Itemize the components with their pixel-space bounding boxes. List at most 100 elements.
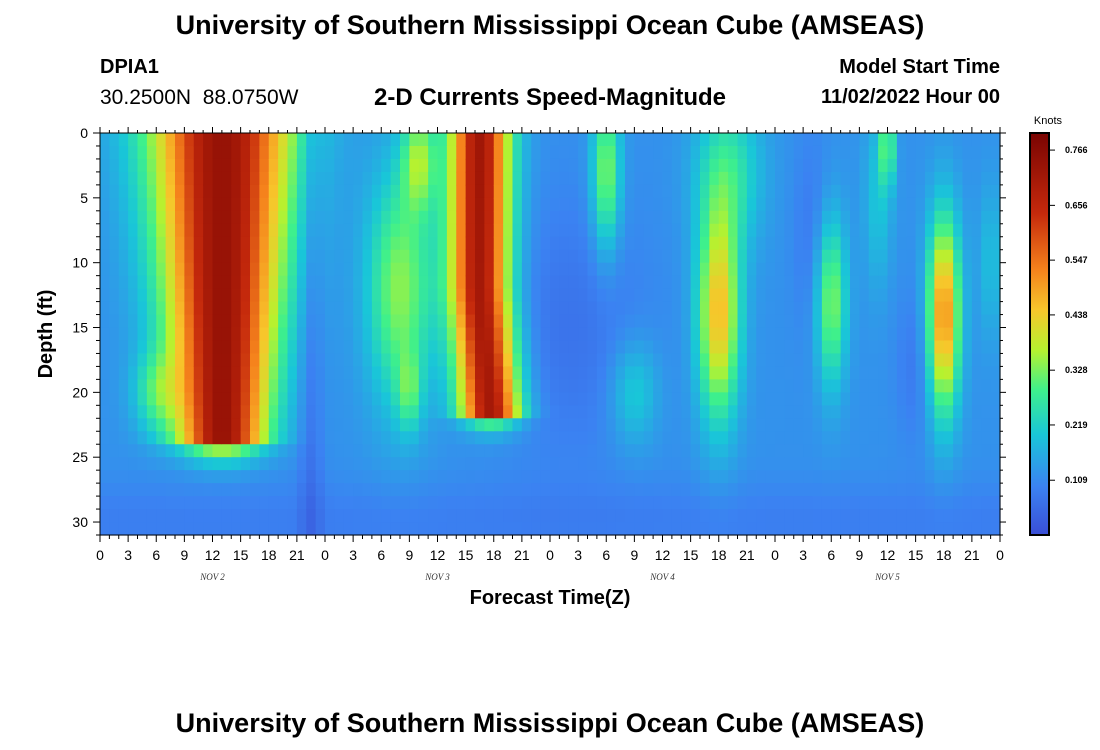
heatmap-cell [765,197,776,212]
heatmap-cell [306,418,317,432]
heatmap-cell [343,262,354,277]
heatmap-cell [409,314,420,329]
heatmap-cell [962,509,973,523]
heatmap-cell [700,327,710,342]
heatmap-cell [746,496,757,510]
heatmap-cell [240,145,251,160]
heatmap-cell [906,171,917,186]
x-tick-label: 3 [349,547,357,563]
heatmap-cell [887,405,898,419]
heatmap-cell [990,327,1001,342]
heatmap-cell [400,470,410,484]
heatmap-cell [259,171,270,186]
heatmap-cell [250,418,260,432]
heatmap-cell [446,249,457,264]
heatmap-cell [484,275,495,290]
heatmap-cell [240,405,251,419]
heatmap-cell [578,275,589,290]
heatmap-cell [493,431,504,445]
heatmap-cell [793,158,804,173]
heatmap-cell [550,496,560,510]
heatmap-cell [390,444,401,458]
heatmap-cell [700,496,710,510]
heatmap-cell [493,392,504,406]
heatmap-cell [671,483,682,497]
heatmap-cell [568,223,579,238]
heatmap-cell [718,275,729,290]
heatmap-cell [981,171,992,186]
heatmap-cell [831,366,842,380]
heatmap-cell [503,522,514,536]
heatmap-cell [850,366,860,380]
day-label: NOV 2 [199,572,225,582]
heatmap-cell [409,133,420,147]
heatmap-cell [193,353,204,368]
heatmap-cell [381,340,392,355]
heatmap-cell [643,522,654,536]
heatmap-cell [353,418,364,432]
heatmap-cell [109,483,120,497]
heatmap-cell [765,418,776,432]
heatmap-cell [512,522,523,536]
heatmap-cell [737,262,748,277]
heatmap-cell [746,236,757,251]
heatmap-cell [175,496,185,510]
heatmap-cell [343,158,354,173]
heatmap-cell [878,444,889,458]
heatmap-cell [784,133,795,147]
heatmap-cell [559,366,570,380]
heatmap-cell [746,133,757,147]
heatmap-cell [850,249,860,264]
heatmap-cell [165,405,176,419]
heatmap-cell [259,223,270,238]
heatmap-cell [390,405,401,419]
heatmap-cell [587,327,598,342]
heatmap-cell [728,418,739,432]
heatmap-cell [615,509,626,523]
heatmap-cell [418,262,429,277]
heatmap-cell [400,314,410,329]
heatmap-cell [653,171,664,186]
heatmap-cell [193,340,204,355]
heatmap-cell [437,223,448,238]
heatmap-cell [953,262,964,277]
heatmap-cell [456,171,467,186]
heatmap-cell [915,223,926,238]
heatmap-cell [268,405,279,419]
heatmap-cell [540,210,551,225]
heatmap-cell [381,509,392,523]
heatmap-cell [990,470,1001,484]
heatmap-cell [512,275,523,290]
heatmap-cell [465,314,476,329]
heatmap-cell [943,301,954,316]
heatmap-cell [371,210,382,225]
heatmap-cell [906,457,917,471]
heatmap-cell [156,418,167,432]
heatmap-cell [943,353,954,368]
heatmap-cell [559,210,570,225]
heatmap-cell [831,288,842,303]
heatmap-cell [437,405,448,419]
heatmap-cell [840,210,851,225]
heatmap-cell [625,340,635,355]
heatmap-cell [409,171,420,186]
heatmap-cell [540,197,551,212]
heatmap-cell [437,145,448,160]
heatmap-cell [193,483,204,497]
heatmap-cell [559,496,570,510]
heatmap-cell [578,366,589,380]
heatmap-cell [859,314,870,329]
heatmap-cell [362,158,373,173]
heatmap-cell [400,133,410,147]
heatmap-cell [315,314,326,329]
heatmap-cell [587,223,598,238]
heatmap-cell [268,483,279,497]
heatmap-cell [718,444,729,458]
heatmap-cell [775,171,785,186]
heatmap-cell [418,418,429,432]
heatmap-cell [718,392,729,406]
heatmap-cell [821,366,832,380]
heatmap-cell [606,145,617,160]
heatmap-cell [775,249,785,264]
heatmap-cell [475,431,485,445]
